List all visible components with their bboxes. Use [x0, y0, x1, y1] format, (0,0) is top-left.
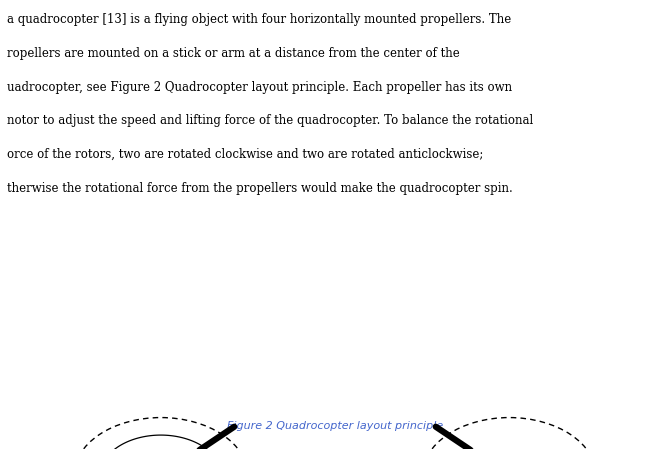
Text: orce of the rotors, two are rotated clockwise and two are rotated anticlockwise;: orce of the rotors, two are rotated cloc…: [7, 148, 483, 161]
Text: Figure 2 Quadrocopter layout principle: Figure 2 Quadrocopter layout principle: [227, 421, 443, 431]
Text: a quadrocopter [13] is a flying object with four horizontally mounted propellers: a quadrocopter [13] is a flying object w…: [7, 13, 511, 26]
Text: ropellers are mounted on a stick or arm at a distance from the center of the: ropellers are mounted on a stick or arm …: [7, 47, 460, 60]
Text: notor to adjust the speed and lifting force of the quadrocopter. To balance the : notor to adjust the speed and lifting fo…: [7, 114, 533, 128]
Text: therwise the rotational force from the propellers would make the quadrocopter sp: therwise the rotational force from the p…: [7, 182, 513, 195]
Text: uadrocopter, see Figure 2 Quadrocopter layout principle. Each propeller has its : uadrocopter, see Figure 2 Quadrocopter l…: [7, 81, 512, 94]
